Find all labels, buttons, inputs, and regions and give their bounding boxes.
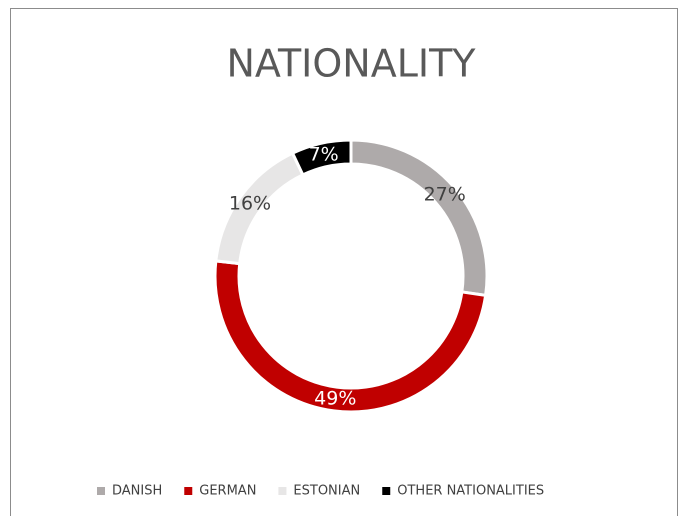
legend-label: OTHER NATIONALITIES: [397, 484, 544, 499]
legend-label: ESTONIAN: [293, 484, 360, 499]
chart-title: NATIONALITY: [226, 42, 476, 86]
legend-swatch: [382, 487, 391, 495]
chart-frame: [10, 8, 678, 516]
legend-swatch: [278, 487, 287, 495]
data-label: 16%: [229, 193, 271, 215]
legend-label: DANISH: [112, 484, 162, 499]
data-label: 49%: [314, 388, 356, 410]
legend-swatch: [97, 487, 105, 495]
donut-slice: [290, 138, 353, 177]
legend-label: GERMAN: [199, 484, 256, 499]
donut-slice: [349, 138, 489, 298]
data-label: 27%: [424, 183, 466, 205]
data-label: 7%: [309, 144, 339, 166]
legend-swatch: [184, 487, 193, 495]
